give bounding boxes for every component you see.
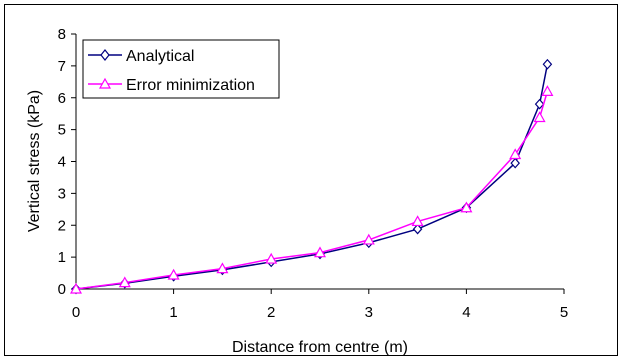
legend-label-error-minimization: Error minimization xyxy=(126,77,255,94)
y-tick-label: 5 xyxy=(58,122,66,139)
y-tick-label: 8 xyxy=(58,26,66,43)
x-tick-label: 1 xyxy=(169,304,177,321)
y-axis-ticks xyxy=(71,34,76,289)
x-axis-title: Distance from centre (m) xyxy=(232,339,408,356)
y-axis-title: Vertical stress (kPa) xyxy=(26,90,43,232)
x-tick-label: 4 xyxy=(462,304,470,321)
x-tick-label: 2 xyxy=(267,304,275,321)
y-tick-label: 2 xyxy=(58,217,66,234)
y-tick-label: 4 xyxy=(58,154,66,171)
y-tick-label: 0 xyxy=(58,281,66,298)
x-axis-ticks xyxy=(76,289,564,294)
legend: Analytical Error minimization xyxy=(83,40,279,98)
x-tick-label: 3 xyxy=(365,304,373,321)
y-tick-label: 3 xyxy=(58,185,66,202)
y-tick-label: 6 xyxy=(58,90,66,107)
x-tick-label: 5 xyxy=(560,304,568,321)
x-tick-label: 0 xyxy=(72,304,80,321)
x-tick-labels: 0 1 2 3 4 5 xyxy=(72,304,568,321)
y-tick-label: 7 xyxy=(58,58,66,75)
legend-label-analytical: Analytical xyxy=(126,48,194,65)
y-tick-labels: 0 1 2 3 4 5 6 7 8 xyxy=(58,26,66,298)
y-tick-label: 1 xyxy=(58,249,66,266)
